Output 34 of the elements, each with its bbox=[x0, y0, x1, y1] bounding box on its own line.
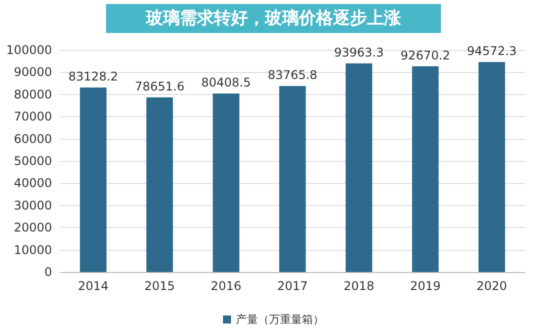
bar bbox=[346, 63, 372, 272]
bar bbox=[212, 93, 240, 272]
x-tick-label: 2015 bbox=[144, 279, 175, 293]
bar bbox=[146, 97, 173, 272]
y-tick-label: 90000 bbox=[14, 65, 52, 80]
x-tick-label: 2020 bbox=[476, 279, 508, 293]
data-label: 94572.3 bbox=[466, 44, 517, 58]
legend-label: 产量（万重量箱） bbox=[236, 313, 324, 326]
x-tick-label: 2019 bbox=[410, 279, 441, 293]
y-tick-label: 70000 bbox=[14, 110, 52, 124]
data-label: 93963.3 bbox=[334, 45, 384, 60]
bar bbox=[80, 87, 106, 272]
y-tick-label: 40000 bbox=[14, 176, 52, 190]
bar bbox=[478, 62, 506, 272]
bar bbox=[412, 66, 439, 272]
y-tick-label: 60000 bbox=[14, 132, 52, 146]
y-tick-label: 50000 bbox=[14, 154, 52, 168]
y-tick-label: 0 bbox=[44, 265, 52, 279]
y-tick-label: 10000 bbox=[14, 242, 52, 257]
x-tick-label: 2018 bbox=[344, 279, 374, 293]
y-tick-label: 20000 bbox=[14, 220, 52, 235]
data-label: 80408.5 bbox=[201, 75, 251, 90]
y-tick-label: 30000 bbox=[14, 198, 52, 212]
data-label: 92670.2 bbox=[400, 48, 450, 62]
y-tick-label: 100000 bbox=[6, 43, 52, 57]
bar bbox=[279, 86, 306, 272]
data-label: 83128.2 bbox=[68, 69, 118, 84]
chart-title: 玻璃需求转好，玻璃价格逐步上涨 bbox=[145, 8, 402, 28]
y-tick-label: 80000 bbox=[14, 87, 52, 102]
x-tick-label: 2014 bbox=[78, 279, 108, 293]
x-tick-label: 2017 bbox=[277, 279, 308, 293]
data-label: 78651.6 bbox=[134, 79, 184, 94]
x-tick-label: 2016 bbox=[210, 279, 242, 293]
data-label: 83765.8 bbox=[268, 68, 318, 82]
